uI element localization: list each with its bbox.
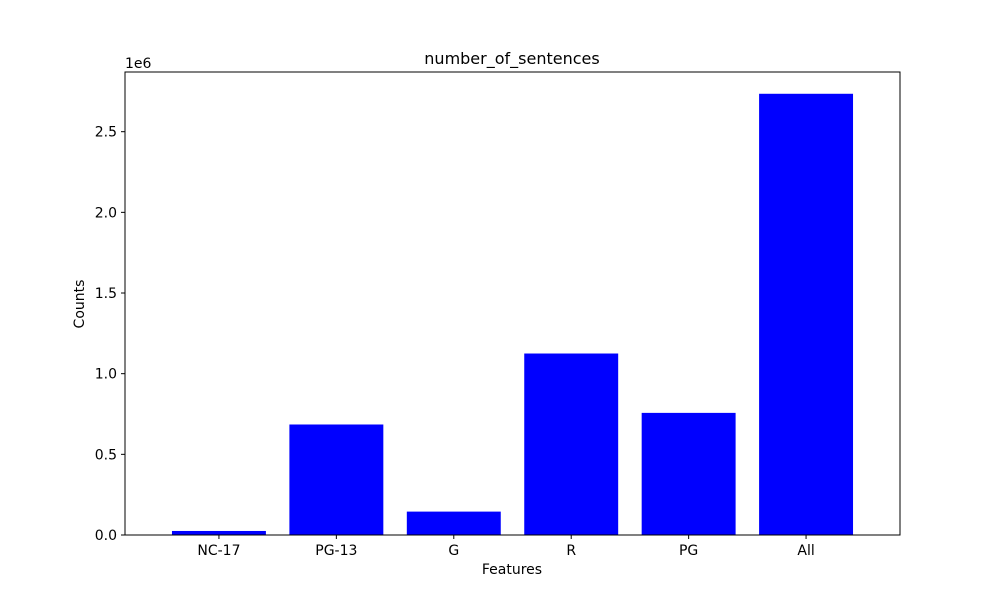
y-tick-label: 0.5	[95, 447, 117, 463]
bar-pg	[641, 412, 736, 535]
bar-g	[406, 511, 501, 535]
y-tick-label: 2.5	[95, 125, 117, 141]
plot-frame	[124, 71, 901, 536]
x-axis-label: Features	[482, 562, 542, 578]
x-tick-label: G	[448, 543, 459, 559]
bar-all	[759, 93, 854, 535]
x-tick-label: All	[797, 543, 814, 559]
x-tick-label: NC-17	[197, 543, 240, 559]
y-axis-offset-label: 1e6	[125, 56, 152, 72]
y-tick-label: 2.0	[95, 205, 117, 221]
bar-nc-17	[171, 530, 266, 535]
y-tick-label: 0.0	[95, 528, 117, 544]
y-axis-label: Counts	[72, 280, 88, 329]
bar-pg-13	[289, 424, 384, 535]
x-tick-label: PG-13	[315, 543, 357, 559]
x-tick-label: R	[566, 543, 576, 559]
y-tick-label: 1.5	[95, 286, 117, 302]
bar-r	[524, 353, 619, 535]
chart-title: number_of_sentences	[424, 49, 599, 69]
x-tick-label: PG	[679, 543, 698, 559]
y-tick-label: 1.0	[95, 367, 117, 383]
